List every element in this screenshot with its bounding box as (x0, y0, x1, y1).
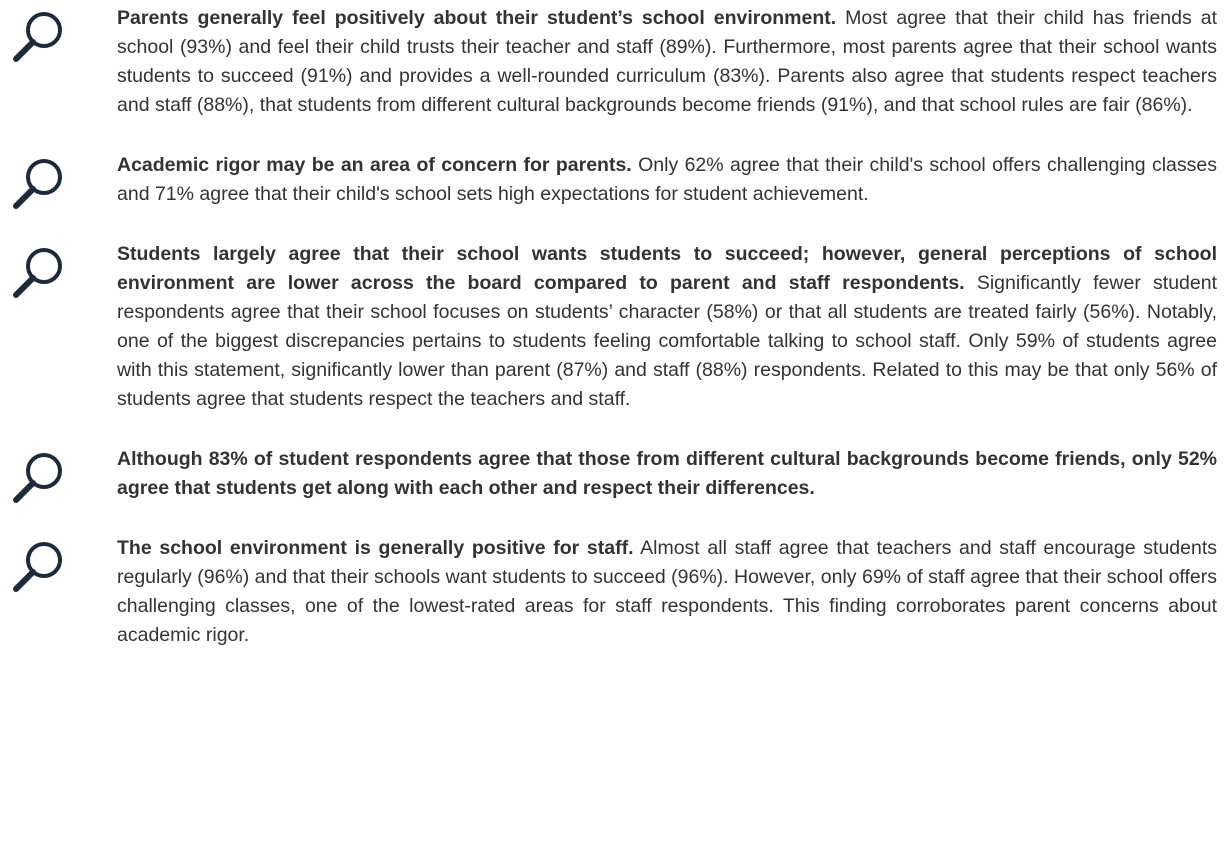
finding: Parents generally feel positively about … (0, 4, 1227, 120)
finding-lead: Parents generally feel positively about … (117, 7, 837, 29)
findings-list: Parents generally feel positively about … (0, 4, 1227, 650)
finding-lead: Academic rigor may be an area of concern… (117, 154, 632, 176)
magnifier-icon (13, 453, 62, 503)
finding-lead: Students largely agree that their school… (117, 243, 1217, 294)
finding-text: Although 83% of student respondents agre… (117, 445, 1217, 503)
finding-text: Parents generally feel positively about … (117, 4, 1217, 120)
finding-text: Students largely agree that their school… (117, 240, 1217, 414)
magnifier-icon (13, 12, 62, 62)
finding-body: Almost all staff agree that teachers and… (117, 537, 1217, 646)
finding: Students largely agree that their school… (0, 240, 1227, 414)
finding-lead: The school environment is generally posi… (117, 537, 634, 559)
finding-text: The school environment is generally posi… (117, 534, 1217, 650)
finding-text: Academic rigor may be an area of concern… (117, 151, 1217, 209)
finding: Although 83% of student respondents agre… (0, 445, 1227, 503)
finding-body: Significantly fewer student respondents … (117, 272, 1218, 410)
finding: The school environment is generally posi… (0, 534, 1227, 650)
magnifier-icon (13, 542, 62, 592)
finding: Academic rigor may be an area of concern… (0, 151, 1227, 209)
magnifier-icon (13, 159, 62, 209)
finding-body: Only 62% agree that their child's school… (117, 154, 1218, 205)
finding-body: Most agree that their child has friends … (117, 7, 1217, 116)
finding-lead: Although 83% of student respondents agre… (117, 448, 1217, 499)
magnifier-icon (13, 248, 62, 298)
